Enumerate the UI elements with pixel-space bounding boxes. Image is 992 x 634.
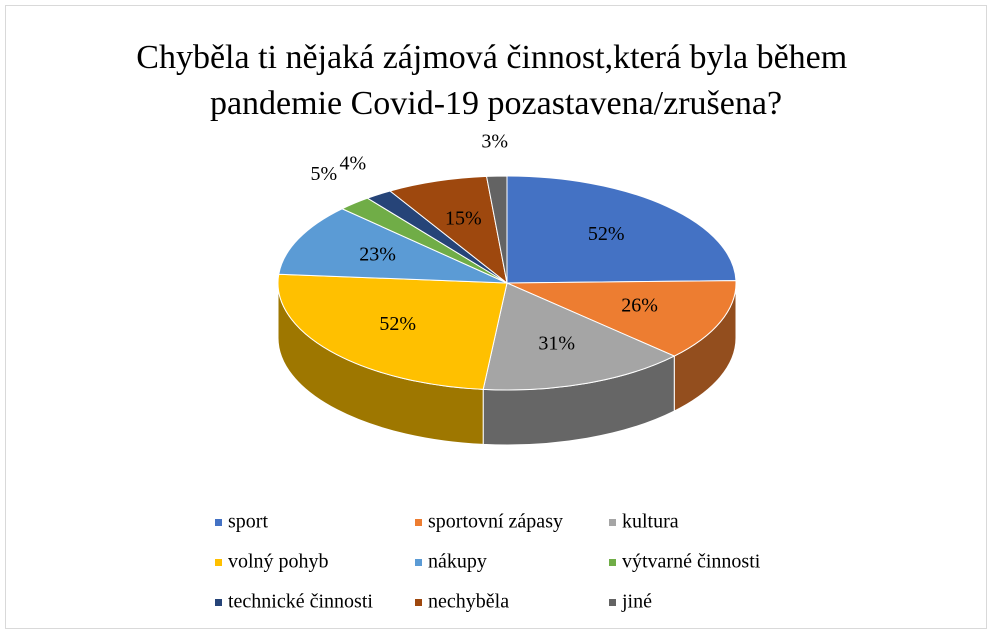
slice bbox=[388, 175, 508, 285]
data-label: 15% bbox=[445, 207, 482, 229]
legend-label: sportovní zápasy bbox=[428, 511, 563, 533]
legend-marker bbox=[215, 599, 222, 606]
data-label: 5% bbox=[310, 163, 337, 185]
data-label: 23% bbox=[359, 243, 396, 265]
slice bbox=[482, 282, 676, 391]
legend-label: volný pohyb bbox=[228, 551, 329, 573]
title-line: pandemie Covid-19 pozastavena/zrušena? bbox=[210, 85, 782, 122]
chart-title: Chyběla ti nějaká zájmová činnost,která … bbox=[136, 39, 855, 122]
data-label: 31% bbox=[538, 333, 575, 355]
legend-label: nechyběla bbox=[428, 591, 509, 613]
legend-label: výtvarné činnosti bbox=[622, 551, 761, 573]
legend-marker bbox=[609, 519, 616, 526]
data-label: 52% bbox=[588, 223, 625, 245]
legend-label: sport bbox=[228, 511, 268, 533]
legend-marker bbox=[609, 599, 616, 606]
legend-marker bbox=[415, 519, 422, 526]
data-label: 4% bbox=[340, 152, 367, 174]
data-label: 26% bbox=[621, 294, 658, 316]
slice bbox=[278, 208, 508, 284]
legend-label: jiné bbox=[621, 591, 652, 613]
legend-label: kultura bbox=[622, 511, 679, 533]
legend-label: nákupy bbox=[428, 551, 487, 573]
legend-marker bbox=[215, 519, 222, 526]
data-label: 3% bbox=[481, 130, 508, 152]
slice bbox=[506, 175, 737, 284]
slice bbox=[277, 273, 508, 390]
slice bbox=[506, 280, 737, 357]
title-line: Chyběla ti nějaká zájmová činnost,která … bbox=[136, 39, 847, 76]
legend-marker bbox=[415, 559, 422, 566]
legend-marker bbox=[609, 559, 616, 566]
data-label: 52% bbox=[379, 313, 416, 335]
legend-marker bbox=[215, 559, 222, 566]
legend-label: technické činnosti bbox=[228, 591, 373, 613]
slice bbox=[485, 175, 508, 284]
legend-marker bbox=[415, 599, 422, 606]
